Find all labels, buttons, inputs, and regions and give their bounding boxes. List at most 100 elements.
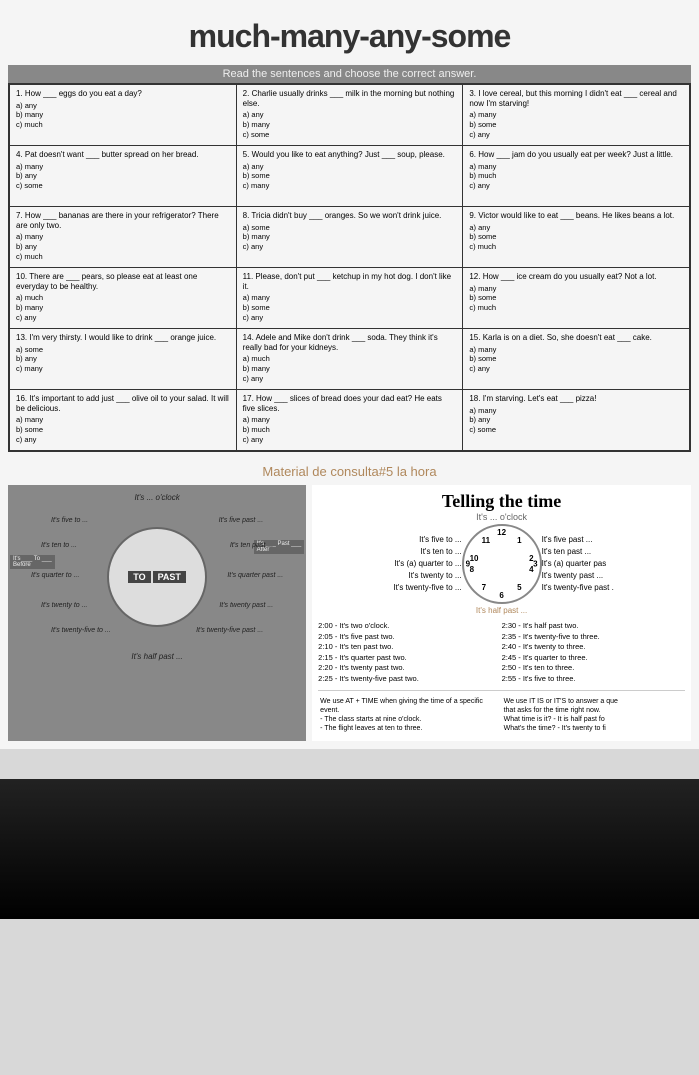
options: a) manyb) muchc) any	[469, 162, 683, 191]
usage: What time is it? - It is half past fo	[504, 715, 683, 724]
options: a) manyb) muchc) any	[243, 415, 457, 444]
time-ex: 2:00 - It's two o'clock.	[318, 621, 501, 632]
material-label: Material de consulta#5 la hora	[8, 464, 691, 479]
label: It's twenty past ...	[542, 570, 685, 582]
question-text: 11. Please, don't put ___ ketchup in my …	[243, 272, 457, 291]
label: It's ten past ...	[542, 546, 685, 558]
label: It's twenty-five past ...	[196, 627, 263, 634]
label: It's ten to ...	[41, 542, 77, 549]
question-cell: 5. Would you like to eat anything? Just …	[237, 146, 464, 206]
question-text: 5. Would you like to eat anything? Just …	[243, 150, 457, 160]
options: a) anyb) manyc) much	[16, 101, 230, 130]
options: a) anyb) somec) many	[243, 162, 457, 191]
question-cell: 18. I'm starving. Let's eat ___ pizza! a)…	[463, 390, 689, 450]
usage: We use AT + TIME when giving the time of…	[320, 697, 499, 715]
options: a) manyb) somec) much	[469, 284, 683, 313]
question-cell: 7. How ___ bananas are there in your ref…	[10, 207, 237, 267]
options: a) manyb) anyc) some	[16, 162, 230, 191]
clock-face: 12 1 2 3 4 5 6 7 8 9 10 11	[462, 524, 542, 604]
options: a) someb) anyc) many	[16, 345, 230, 374]
label: It's twenty-five to ...	[318, 582, 461, 594]
question-cell: 6. How ___ jam do you usually eat per we…	[463, 146, 689, 206]
time-ex: 2:40 - It's twenty to three.	[502, 642, 685, 653]
options: a) muchb) manyc) any	[16, 293, 230, 322]
label: It's five to ...	[318, 534, 461, 546]
question-cell: 15. Karla is on a diet. So, she doesn't …	[463, 329, 689, 389]
label: It's five past ...	[542, 534, 685, 546]
time-ex: 2:35 - It's twenty-five to three.	[502, 632, 685, 643]
time-ex: 2:30 - It's half past two.	[502, 621, 685, 632]
worksheet-grid: 1. How ___ eggs do you eat a day? a) anyb…	[8, 83, 691, 452]
question-cell: 3. I love cereal, but this morning I did…	[463, 85, 689, 145]
question-text: 3. I love cereal, but this morning I did…	[469, 89, 683, 108]
options: a) anyb) somec) much	[469, 223, 683, 252]
options: a) manyb) somec) any	[469, 345, 683, 374]
label: It's (a) quarter to ...	[318, 558, 461, 570]
options: a) manyb) somec) any	[243, 293, 457, 322]
question-text: 15. Karla is on a diet. So, she doesn't …	[469, 333, 683, 343]
usage: - The flight leaves at ten to three.	[320, 724, 499, 733]
question-text: 13. I'm very thirsty. I would like to dr…	[16, 333, 230, 343]
time-ex: 2:25 - It's twenty-five past two.	[318, 674, 501, 685]
usage: What's the time? - It's twenty to fi	[504, 724, 683, 733]
question-cell: 16. It's important to add just ___ olive…	[10, 390, 237, 450]
question-cell: 12. How ___ ice cream do you usually eat…	[463, 268, 689, 328]
label: It's twenty to ...	[318, 570, 461, 582]
question-cell: 9. Victor would like to eat ___ beans. H…	[463, 207, 689, 267]
question-text: 14. Adele and Mike don't drink ___ soda.…	[243, 333, 457, 352]
question-text: 7. How ___ bananas are there in your ref…	[16, 211, 230, 230]
label: It's twenty-five to ...	[51, 627, 111, 634]
question-cell: 17. How ___ slices of bread does your da…	[237, 390, 464, 450]
usage: - The class starts at nine o'clock.	[320, 715, 499, 724]
label: It's twenty to ...	[41, 602, 87, 609]
question-text: 18. I'm starving. Let's eat ___ pizza!	[469, 394, 683, 404]
label: It's quarter past ...	[227, 572, 283, 579]
question-text: 2. Charlie usually drinks ___ milk in th…	[243, 89, 457, 108]
time-ex: 2:05 - It's five past two.	[318, 632, 501, 643]
question-text: 9. Victor would like to eat ___ beans. H…	[469, 211, 683, 221]
options: a) someb) manyc) any	[243, 223, 457, 252]
time-title: Telling the time	[318, 491, 685, 512]
time-ex: 2:50 - It's ten to three.	[502, 663, 685, 674]
question-text: 1. How ___ eggs do you eat a day?	[16, 89, 230, 99]
label: It's five past ...	[219, 517, 264, 524]
past-label: PAST	[153, 571, 186, 583]
options: a) manyb) somec) any	[16, 415, 230, 444]
question-text: 4. Pat doesn't want ___ butter spread on…	[16, 150, 230, 160]
question-cell: 8. Tricia didn't buy ___ oranges. So we …	[237, 207, 464, 267]
time-ex: 2:20 - It's twenty past two.	[318, 663, 501, 674]
usage: We use IT IS or IT'S to answer a que	[504, 697, 683, 706]
question-text: 6. How ___ jam do you usually eat per we…	[469, 150, 683, 160]
label: It's twenty past ...	[219, 602, 273, 609]
options: a) muchb) manyc) any	[243, 354, 457, 383]
label: It's ten to ...	[318, 546, 461, 558]
oclock: It's ... o'clock	[318, 512, 685, 522]
question-cell: 10. There are ___ pears, so please eat a…	[10, 268, 237, 328]
options: a) manyb) anyc) much	[16, 232, 230, 261]
usage: that asks for the time right now.	[504, 706, 683, 715]
question-cell: 14. Adele and Mike don't drink ___ soda.…	[237, 329, 464, 389]
photo-edge	[0, 779, 699, 919]
clock-diagram-left: It's ___ To ___Before It's ___ Past ___A…	[8, 485, 306, 741]
options: a) manyb) somec) any	[469, 110, 683, 139]
page-title: much-many-any-some	[8, 18, 691, 55]
question-text: 16. It's important to add just ___ olive…	[16, 394, 230, 413]
question-cell: 1. How ___ eggs do you eat a day? a) anyb…	[10, 85, 237, 145]
question-cell: 2. Charlie usually drinks ___ milk in th…	[237, 85, 464, 145]
to-label: TO	[128, 571, 150, 583]
label: It's five to ...	[51, 517, 88, 524]
time-ex: 2:15 - It's quarter past two.	[318, 653, 501, 664]
question-text: 8. Tricia didn't buy ___ oranges. So we …	[243, 211, 457, 221]
question-text: 10. There are ___ pears, so please eat a…	[16, 272, 230, 291]
time-ex: 2:45 - It's quarter to three.	[502, 653, 685, 664]
question-cell: 11. Please, don't put ___ ketchup in my …	[237, 268, 464, 328]
time-ex: 2:55 - It's five to three.	[502, 674, 685, 685]
question-text: 12. How ___ ice cream do you usually eat…	[469, 272, 683, 282]
question-text: 17. How ___ slices of bread does your da…	[243, 394, 457, 413]
options: a) manyb) anyc) some	[469, 406, 683, 435]
time-ex: 2:10 - It's ten past two.	[318, 642, 501, 653]
halfpast: It's half past ...	[318, 606, 685, 615]
oclock-label: It's ... o'clock	[16, 493, 298, 502]
halfpast-label: It's half past ...	[16, 652, 298, 661]
label: It's quarter to ...	[31, 572, 79, 579]
